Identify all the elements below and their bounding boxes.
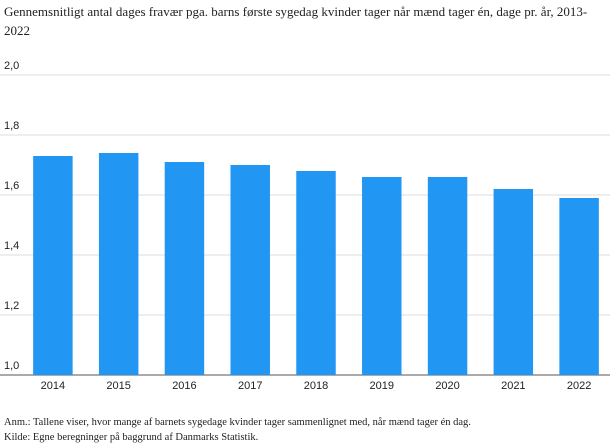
- y-tick-label: 1,4: [4, 240, 19, 252]
- x-tick-label: 2015: [106, 380, 130, 392]
- chart: 1,0 1,2 1,4 1,6 1,8 2,0 2014 2015 2016 2017 2018 20…: [0, 60, 610, 392]
- y-tick-label: 1,6: [4, 180, 19, 192]
- bar: [427, 177, 468, 375]
- bar: [493, 189, 534, 375]
- x-tick-label: 2019: [370, 380, 394, 392]
- bar: [296, 171, 336, 375]
- x-tick-label: 2022: [567, 380, 591, 392]
- x-tick-label: 2017: [238, 380, 262, 392]
- bar: [164, 162, 205, 375]
- bar: [33, 156, 73, 375]
- x-tick-label: 2014: [41, 380, 65, 392]
- x-tick-label: 2016: [172, 380, 196, 392]
- note: Anm.: Tallene viser, hvor mange af barne…: [4, 417, 471, 428]
- y-tick-label: 1,8: [4, 120, 19, 132]
- bar: [559, 198, 599, 375]
- bar: [98, 153, 139, 375]
- y-tick-label: 1,0: [4, 360, 19, 372]
- source: Kilde: Egne beregninger på baggrund af D…: [4, 432, 259, 443]
- x-tick-label: 2020: [435, 380, 459, 392]
- bar: [230, 165, 270, 375]
- x-tick-label: 2021: [501, 380, 525, 392]
- bar: [362, 177, 402, 375]
- y-tick-label: 1,2: [4, 300, 19, 312]
- y-tick-label: 2,0: [4, 60, 19, 72]
- x-tick-label: 2018: [304, 380, 328, 392]
- chart-title: Gennemsnitligt antal dages fravær pga. b…: [4, 4, 588, 38]
